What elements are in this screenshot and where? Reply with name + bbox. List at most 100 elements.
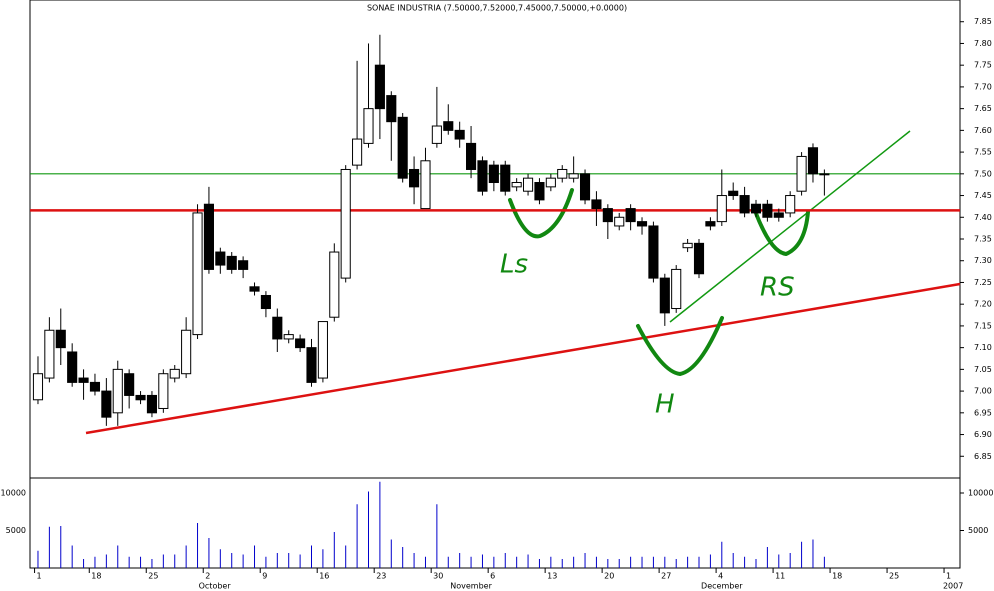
candle-body: [682, 242, 693, 249]
y-tick-label: 7.80: [974, 39, 992, 48]
y-tick-label: 7.25: [974, 278, 992, 287]
candle-body: [420, 160, 431, 210]
candle-body: [773, 212, 784, 218]
candle-body: [785, 195, 796, 214]
candle-body: [431, 125, 442, 144]
volume-tick-label: 10000: [1, 489, 26, 498]
candle-body: [329, 251, 340, 318]
candle-body: [283, 334, 294, 340]
x-tick-label: 27: [661, 572, 671, 581]
candle-body: [317, 321, 328, 379]
y-tick-label: 7.70: [974, 82, 992, 91]
candle-body: [226, 255, 237, 270]
y-tick-label: 7.60: [974, 126, 992, 135]
candle-body: [203, 203, 214, 270]
candle-body: [739, 195, 750, 214]
candle-body: [545, 177, 556, 188]
y-tick-label: 7.50: [974, 169, 992, 178]
candle-body: [807, 147, 819, 175]
y-tick-label: 7.65: [974, 104, 992, 113]
candle-body: [409, 168, 420, 188]
y-tick-label: 7.40: [974, 213, 992, 222]
y-tick-label: 7.55: [974, 148, 992, 157]
candle-body: [169, 368, 180, 379]
candle-body: [44, 329, 55, 379]
x-tick-label: 13: [547, 572, 557, 581]
candle-body: [135, 394, 146, 401]
candle-body: [614, 216, 625, 227]
candle-body: [352, 138, 363, 166]
candle-body: [374, 64, 385, 110]
candle-body: [557, 168, 568, 179]
candle-body: [636, 221, 648, 227]
candle-body: [602, 208, 613, 223]
plot-frame: [29, 0, 961, 569]
candle-body: [101, 390, 112, 418]
x-tick-label: 9: [262, 572, 267, 581]
neckline-trendline: [669, 130, 911, 323]
candle-body: [511, 182, 522, 188]
x-tick-label: 11: [775, 572, 785, 581]
candle-body: [716, 195, 727, 223]
candle-body: [306, 347, 317, 383]
candle-body: [477, 160, 488, 192]
candle-body: [55, 329, 66, 349]
y-tick-label: 6.85: [974, 452, 992, 461]
candle-body: [78, 377, 89, 383]
y-tick-label: 6.95: [974, 408, 992, 417]
volume-tick-label: 10000: [968, 489, 993, 498]
candle-body: [534, 182, 545, 201]
candle-body: [112, 368, 123, 414]
y-tick-label: 7.35: [974, 235, 992, 244]
candle-body: [819, 173, 830, 176]
candle-body: [488, 164, 499, 184]
volume-tick-label: 5000: [968, 526, 988, 535]
candle-body: [625, 208, 636, 223]
candle-body: [522, 177, 534, 192]
y-tick-label: 7.30: [974, 256, 992, 265]
candle-body: [32, 373, 44, 401]
candle-body: [260, 294, 271, 310]
x-tick-label: 18: [832, 572, 842, 581]
candle-body: [363, 108, 374, 144]
x-tick-label: 23: [376, 572, 386, 581]
candle-body: [568, 173, 579, 179]
candle-body: [67, 351, 78, 383]
y-tick-label: 7.10: [974, 343, 992, 352]
candle-body: [397, 116, 408, 179]
x-tick-label: 1: [946, 572, 951, 581]
candle-body: [705, 221, 716, 227]
candle-body: [158, 373, 169, 409]
candle-body: [671, 268, 682, 310]
candle-body: [591, 199, 602, 210]
volume-tick-label: 5000: [6, 526, 26, 535]
candle-body: [146, 394, 158, 414]
candle-body: [124, 373, 135, 396]
candle-body: [192, 212, 203, 336]
candle-body: [659, 277, 670, 314]
month-label: October: [199, 582, 232, 591]
candle-body: [454, 129, 465, 140]
candle-body: [340, 168, 351, 279]
support-trendline: [85, 282, 961, 435]
candle-body: [238, 260, 249, 270]
x-tick-label: 16: [319, 572, 329, 581]
candle-body: [272, 316, 283, 340]
candle-body: [762, 203, 773, 218]
chart-title: SONAE INDUSTRIA (7.50000,7.52000,7.45000…: [367, 4, 627, 13]
candle-body: [215, 251, 226, 266]
y-tick-label: 7.75: [974, 61, 992, 70]
y-tick-label: 7.45: [974, 191, 992, 200]
month-label: December: [701, 582, 743, 591]
x-tick-label: 2: [205, 572, 210, 581]
x-tick-label: 20: [604, 572, 614, 581]
candle-body: [443, 121, 454, 131]
x-tick-label: 18: [91, 572, 101, 581]
y-tick-label: 6.90: [974, 430, 992, 439]
candle-body: [796, 155, 807, 192]
x-tick-label: 6: [490, 572, 495, 581]
candle-body: [386, 95, 397, 123]
candle-body: [750, 203, 762, 214]
pattern-annotation: RS: [760, 273, 795, 303]
x-tick-label: 4: [718, 572, 723, 581]
